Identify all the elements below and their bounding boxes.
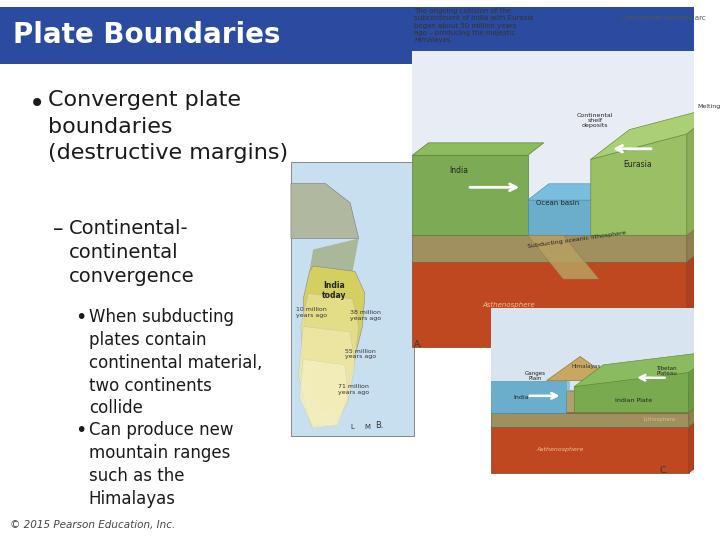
Text: Asthenosphere: Asthenosphere xyxy=(536,448,584,453)
Text: Can produce new
mountain ranges
such as the
Himalayas: Can produce new mountain ranges such as … xyxy=(89,421,233,508)
Polygon shape xyxy=(491,427,689,473)
Text: C.: C. xyxy=(660,466,668,475)
Polygon shape xyxy=(491,405,718,427)
Polygon shape xyxy=(528,184,612,200)
FancyBboxPatch shape xyxy=(491,308,718,473)
Text: 71 million
years ago: 71 million years ago xyxy=(338,384,369,395)
Polygon shape xyxy=(291,184,359,239)
Text: 10 million
years ago: 10 million years ago xyxy=(296,307,327,318)
Polygon shape xyxy=(298,326,355,426)
Polygon shape xyxy=(301,293,359,414)
Text: B.: B. xyxy=(375,421,384,430)
Text: Melting: Melting xyxy=(698,104,720,109)
Polygon shape xyxy=(413,156,528,235)
Polygon shape xyxy=(413,232,720,262)
Text: Ganges
Plain: Ganges Plain xyxy=(525,371,546,381)
Text: Plate Boundaries: Plate Boundaries xyxy=(14,21,281,49)
Text: L: L xyxy=(351,424,354,430)
Polygon shape xyxy=(413,262,687,347)
Text: M: M xyxy=(364,424,370,430)
Polygon shape xyxy=(687,104,720,235)
Text: Subducting oceanic lithosphere: Subducting oceanic lithosphere xyxy=(528,231,626,249)
Text: India
today: India today xyxy=(322,281,346,300)
Text: •: • xyxy=(75,308,86,327)
Polygon shape xyxy=(491,413,689,427)
FancyBboxPatch shape xyxy=(413,51,720,347)
FancyBboxPatch shape xyxy=(0,6,693,64)
Polygon shape xyxy=(491,381,570,393)
Polygon shape xyxy=(413,206,720,235)
Text: Ocean basin: Ocean basin xyxy=(536,200,580,206)
Polygon shape xyxy=(591,134,687,235)
Polygon shape xyxy=(528,235,599,279)
Text: A.: A. xyxy=(414,340,423,349)
Polygon shape xyxy=(491,381,567,413)
Polygon shape xyxy=(687,232,720,347)
Text: India: India xyxy=(449,166,469,175)
Text: The ongoing collision of the
subcontinent of India with Eurasia
began about 50 m: The ongoing collision of the subcontinen… xyxy=(414,8,534,43)
Polygon shape xyxy=(689,405,718,473)
Polygon shape xyxy=(491,391,718,413)
Polygon shape xyxy=(413,235,687,262)
Text: When subducting
plates contain
continental material,
two continents
collide: When subducting plates contain continent… xyxy=(89,308,262,417)
Text: •: • xyxy=(29,91,45,118)
Polygon shape xyxy=(413,143,544,156)
Text: © 2015 Pearson Education, Inc.: © 2015 Pearson Education, Inc. xyxy=(9,520,175,530)
Polygon shape xyxy=(575,351,718,387)
Text: Tibetan
Plateau: Tibetan Plateau xyxy=(656,366,677,376)
Polygon shape xyxy=(689,351,718,413)
Text: Himalayas: Himalayas xyxy=(572,363,600,368)
Text: Convergent plate
boundaries
(destructive margins): Convergent plate boundaries (destructive… xyxy=(48,91,288,163)
Text: Asthenosphere: Asthenosphere xyxy=(482,302,535,308)
Text: 38 million
years ago: 38 million years ago xyxy=(350,310,382,321)
Polygon shape xyxy=(310,239,359,272)
Text: Continental
shelf
deposits: Continental shelf deposits xyxy=(577,113,613,129)
Polygon shape xyxy=(689,391,718,427)
Polygon shape xyxy=(300,359,348,428)
Polygon shape xyxy=(303,266,365,409)
Polygon shape xyxy=(687,206,720,262)
Polygon shape xyxy=(575,373,689,413)
FancyBboxPatch shape xyxy=(291,161,414,436)
Text: –: – xyxy=(53,219,63,239)
Text: •: • xyxy=(75,421,86,441)
Text: Lithosphere: Lithosphere xyxy=(643,417,675,422)
Polygon shape xyxy=(546,356,613,381)
Text: Eurasia: Eurasia xyxy=(623,160,652,169)
Polygon shape xyxy=(591,104,720,159)
Text: 55 million
years ago: 55 million years ago xyxy=(345,349,377,359)
Text: Continental-
continental
convergence: Continental- continental convergence xyxy=(68,219,194,286)
Text: Indian Plate: Indian Plate xyxy=(615,398,652,403)
Text: Continental volcanic arc: Continental volcanic arc xyxy=(621,15,706,21)
Text: India: India xyxy=(513,395,528,400)
Polygon shape xyxy=(528,200,591,235)
